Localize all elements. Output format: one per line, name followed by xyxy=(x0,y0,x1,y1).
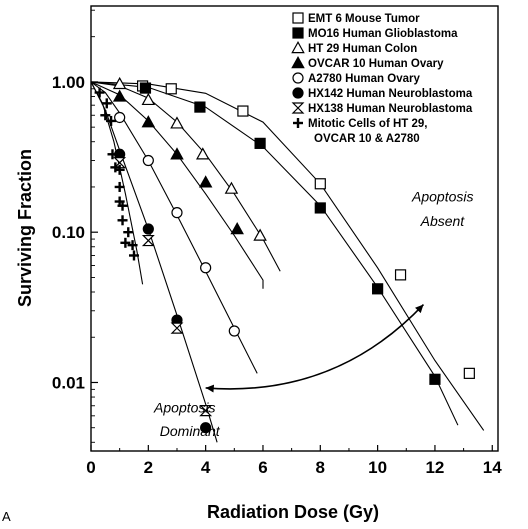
data-point-s6-2 xyxy=(170,322,184,334)
legend-marker-6 xyxy=(291,102,305,114)
data-point-s4-3 xyxy=(200,262,212,274)
data-point-s7-13 xyxy=(127,240,138,251)
data-point-s0-1 xyxy=(165,83,177,95)
data-point-s2-5 xyxy=(253,228,267,241)
data-point-s7-3 xyxy=(106,115,117,126)
x-tick-label-7: 14 xyxy=(483,458,502,477)
arrow-head-absent xyxy=(415,304,424,314)
data-point-s7-6 xyxy=(114,164,125,175)
data-point-s4-0 xyxy=(114,111,126,124)
legend-marker-2 xyxy=(291,41,305,54)
legend-marker-1 xyxy=(292,27,304,39)
data-point-s3-3 xyxy=(198,175,213,188)
data-point-s7-4 xyxy=(107,149,118,160)
arrow-head-dominant xyxy=(205,384,215,393)
fit-curve-2 xyxy=(90,81,281,272)
legend-marker-3 xyxy=(291,56,305,69)
apoptosis-arrow xyxy=(205,304,425,390)
legend-label-7: Mitotic Cells of HT 29, xyxy=(308,118,428,130)
legend-label-0: EMT 6 Mouse Tumor xyxy=(308,13,420,25)
fit-curve-0 xyxy=(90,81,485,431)
x-axis-ticks: 0 2 4 6 8 10 12 14 xyxy=(86,445,502,477)
data-point-s3-4 xyxy=(230,222,244,235)
data-point-s7-2 xyxy=(101,98,112,109)
annotation-3: Dominant xyxy=(160,423,221,439)
x-tick-label-0: 0 xyxy=(86,458,95,477)
y-tick-label-1: 0.10 xyxy=(52,223,85,242)
data-point-s7-7 xyxy=(114,181,125,192)
data-point-s7-1 xyxy=(100,110,111,121)
annotation-0: Apoptosis xyxy=(411,189,473,205)
legend-label-3: OVCAR 10 Human Ovary xyxy=(308,58,444,70)
x-tick-label-3: 6 xyxy=(258,458,267,477)
data-points xyxy=(94,76,475,434)
data-point-s2-0 xyxy=(112,76,127,90)
legend-label-4: A2780 Human Ovary xyxy=(308,73,420,85)
annotation-2: Apoptosis xyxy=(153,400,215,416)
legend-marker-4 xyxy=(292,72,304,84)
data-point-s6-3 xyxy=(199,404,213,417)
legend-label-1: MO16 Human Glioblastoma xyxy=(308,28,458,40)
y-tick-label-0: 1.00 xyxy=(52,73,85,92)
data-point-s6-1 xyxy=(141,234,155,247)
data-point-s1-0 xyxy=(139,82,152,94)
data-point-s7-9 xyxy=(117,200,128,211)
data-point-s2-4 xyxy=(224,181,239,194)
data-point-s2-3 xyxy=(196,147,210,160)
legend-marker-0 xyxy=(292,12,304,24)
data-point-s3-0 xyxy=(112,89,127,102)
legend-marker-5 xyxy=(292,87,304,99)
data-point-s1-3 xyxy=(314,202,326,214)
x-tick-label-6: 12 xyxy=(425,458,444,477)
legend-label-7-1: OVCAR 10 & A2780 xyxy=(314,133,420,145)
fit-curve-4 xyxy=(90,81,258,374)
data-point-s4-2 xyxy=(171,207,183,219)
data-point-s1-4 xyxy=(372,283,384,295)
data-point-s1-2 xyxy=(254,137,266,149)
data-point-s3-2 xyxy=(170,147,184,160)
data-point-s2-1 xyxy=(141,92,156,106)
data-point-s7-11 xyxy=(120,237,131,248)
legend-label-5: HX142 Human Neuroblastoma xyxy=(308,88,473,100)
y-axis-title: Surviving Fraction xyxy=(15,149,35,307)
legend-label-6: HX138 Human Neuroblastoma xyxy=(308,103,473,115)
data-point-s7-0 xyxy=(94,87,105,98)
panel-label: A xyxy=(2,509,11,524)
legend-label-2: HT 29 Human Colon xyxy=(308,43,417,55)
x-tick-label-2: 4 xyxy=(201,458,211,477)
data-point-s7-12 xyxy=(123,227,134,238)
data-point-s0-2 xyxy=(237,105,249,117)
x-axis-title: Radiation Dose (Gy) xyxy=(207,502,379,522)
annotation-1: Absent xyxy=(420,213,466,229)
data-point-s0-3 xyxy=(314,178,326,190)
data-point-s0-5 xyxy=(463,367,475,379)
data-point-s5-1 xyxy=(142,223,154,235)
fit-curve-5 xyxy=(90,81,218,443)
x-tick-label-1: 2 xyxy=(144,458,153,477)
data-point-s1-5 xyxy=(429,373,441,385)
y-axis-ticks: 1.00 0.10 0.01 xyxy=(52,9,98,443)
data-point-s4-4 xyxy=(228,325,240,337)
x-tick-label-5: 10 xyxy=(368,458,387,477)
data-point-s7-10 xyxy=(117,215,128,226)
fit-curves xyxy=(90,81,485,443)
plot-frame xyxy=(90,5,499,452)
x-tick-label-4: 8 xyxy=(316,458,325,477)
data-point-s2-2 xyxy=(170,116,184,129)
y-tick-label-2: 0.01 xyxy=(52,373,85,392)
data-point-s3-1 xyxy=(141,115,156,128)
data-point-s4-1 xyxy=(142,154,154,167)
data-point-s0-4 xyxy=(394,269,407,281)
data-point-s5-3 xyxy=(200,422,212,434)
fit-curve-1 xyxy=(90,81,459,426)
legend-marker-7 xyxy=(293,118,303,128)
data-point-s7-14 xyxy=(128,250,139,261)
annotations: Apoptosis Absent Apoptosis Dominant xyxy=(153,189,473,440)
data-point-s1-1 xyxy=(194,101,206,113)
legend: EMT 6 Mouse Tumor MO16 Human Glioblastoma… xyxy=(291,12,473,145)
